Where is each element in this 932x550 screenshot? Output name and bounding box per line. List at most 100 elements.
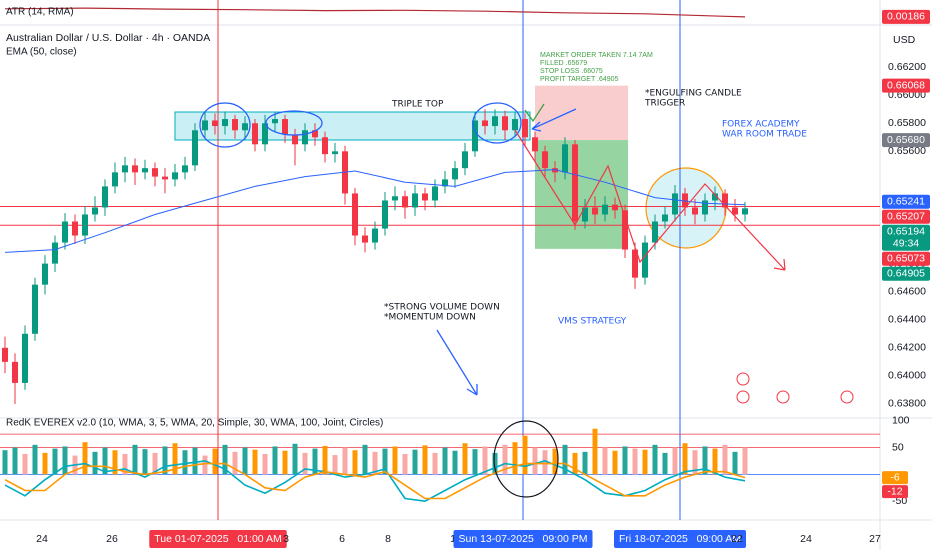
candle-body: [102, 186, 108, 208]
candle-body: [422, 193, 428, 201]
engulfing-arrow: [531, 108, 577, 132]
annotation: *STRONG VOLUME DOWN: [384, 303, 500, 313]
flag-icon[interactable]: [736, 390, 750, 404]
y-tick-label: 0.64200: [888, 342, 926, 354]
x-tick-label: 22: [731, 533, 743, 545]
candle-body: [192, 130, 198, 166]
volume-bar: [462, 443, 468, 475]
volume-bar: [232, 451, 238, 475]
volume-bar: [722, 444, 728, 475]
candle-body: [302, 130, 308, 145]
candle-body: [172, 172, 178, 180]
volume-bar: [592, 428, 598, 475]
volume-bar: [242, 447, 248, 475]
volume-bar: [322, 445, 328, 475]
candle-body: [682, 193, 688, 208]
volume-bar: [482, 446, 488, 475]
candle-body: [242, 123, 248, 131]
price-label-bg: [882, 266, 930, 281]
annotation: FOREX ACADEMY: [722, 120, 800, 130]
currency[interactable]: USD: [893, 34, 916, 46]
volume-bar: [542, 450, 548, 475]
candle-body: [32, 284, 38, 334]
volume-bar: [192, 447, 198, 475]
event-icon[interactable]: [736, 372, 750, 386]
volume-bar: [392, 446, 398, 475]
ema-line: [4, 169, 746, 253]
volume-bar: [292, 443, 298, 475]
price-label-bg: [882, 78, 930, 93]
volume-bar: [442, 447, 448, 475]
candle-body: [282, 119, 288, 135]
candle-body: [92, 207, 98, 215]
volume-bar: [12, 447, 18, 475]
candle-body: [252, 123, 258, 145]
candle-body: [312, 130, 318, 138]
countdown: 49:34: [893, 237, 919, 249]
last-value-label: -12: [887, 485, 902, 497]
check-mark: [524, 103, 545, 123]
candle-body: [512, 119, 518, 131]
y-tick-label: 0.65600: [888, 145, 926, 157]
y-tick-label: 0.64400: [888, 314, 926, 326]
candle-body: [322, 137, 328, 155]
candle-body: [132, 165, 138, 173]
volume-bar: [252, 449, 258, 475]
volume-bar: [612, 450, 618, 475]
momentum-arrow: [436, 329, 478, 396]
volume-bar: [22, 453, 28, 475]
candle-body: [412, 193, 418, 208]
candle-body: [552, 168, 558, 173]
volume-bar: [342, 447, 348, 475]
candle-body: [652, 221, 658, 243]
volume-bar: [152, 452, 158, 475]
last-value-badge: [882, 471, 908, 485]
candle-body: [702, 200, 708, 215]
symbol-title: Australian Dollar / U.S. Dollar · 4h · O…: [6, 32, 210, 44]
volume-bar: [642, 449, 648, 475]
candle-body: [722, 193, 728, 208]
price-label: 0.65073: [887, 252, 925, 264]
volume-bar: [382, 448, 388, 475]
y-tick-label: 50: [892, 441, 904, 453]
volume-bar: [672, 447, 678, 475]
volume-bar: [92, 451, 98, 475]
volume-bar: [622, 446, 628, 475]
annotation: WAR ROOM TRADE: [722, 130, 807, 140]
price-label: 0.65207: [887, 210, 925, 222]
trade-note: FILLED .65679: [540, 60, 587, 67]
candle-body: [392, 196, 398, 201]
price-label-bg: [882, 209, 930, 224]
volume-bar: [222, 444, 228, 475]
volume-bar: [202, 455, 208, 475]
candle-body: [182, 165, 188, 173]
axis-layer: 0.0018610050-50-6-120.638000.640000.6420…: [36, 9, 930, 548]
y-tick-label: 0.65800: [888, 117, 926, 129]
candle-body: [82, 214, 88, 236]
consolidation-circle: [645, 167, 727, 249]
candle-body: [332, 151, 338, 155]
candle-body: [202, 120, 208, 131]
volume-bar: [652, 444, 658, 475]
y-tick-label: 0.66200: [888, 61, 926, 73]
volume-bar: [522, 435, 528, 475]
x-tick-highlight: [614, 530, 746, 548]
candle-body: [472, 120, 478, 152]
price-label: 0.65241: [887, 195, 925, 207]
projection-path: [514, 129, 786, 271]
x-tick-label: Fri 18-07-2025 09:00 AM: [619, 533, 741, 545]
x-tick-label: 8: [385, 533, 391, 545]
candle-body: [112, 172, 118, 187]
price-label: 0.64905: [887, 267, 925, 279]
candle-body: [352, 193, 358, 236]
candle-body: [22, 333, 28, 383]
volume-bar: [492, 452, 498, 475]
flag-icon[interactable]: [776, 390, 790, 404]
candle-body: [592, 207, 598, 215]
price-label-bg: [882, 133, 930, 148]
top-ellipse: [472, 102, 522, 144]
candle-body: [572, 144, 578, 222]
volume-bar: [412, 449, 418, 475]
flag-icon[interactable]: [840, 390, 854, 404]
